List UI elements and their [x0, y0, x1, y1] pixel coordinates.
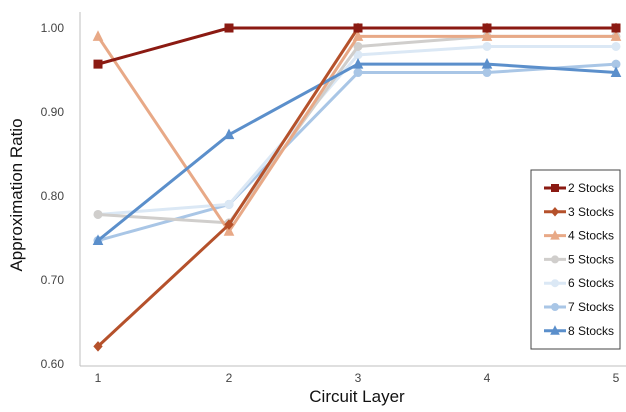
x-axis-ticks: 1 2 3 4 5 — [95, 371, 620, 385]
data-point — [551, 279, 559, 288]
legend-item: 4 Stocks — [544, 229, 614, 243]
data-point — [481, 58, 493, 69]
series-8-stocks — [92, 58, 622, 246]
series-2-stocks — [93, 23, 621, 69]
legend-label: 8 Stocks — [568, 324, 614, 338]
data-point — [352, 58, 364, 69]
legend-label: 3 Stocks — [568, 205, 614, 219]
data-point — [551, 184, 559, 192]
legend-label: 6 Stocks — [568, 276, 614, 290]
legend: 2 Stocks 3 Stocks 4 Stocks 5 Stocks 6 Stocks… — [530, 169, 621, 350]
data-point — [551, 303, 559, 311]
data-point — [93, 59, 103, 69]
legend-item: 8 Stocks — [544, 324, 614, 338]
legend-item: 3 Stocks — [544, 205, 614, 219]
data-point — [224, 219, 234, 230]
y-tick-label: 1.00 — [41, 21, 65, 35]
series-4-stocks — [92, 30, 622, 236]
data-point — [224, 23, 234, 33]
data-point — [551, 255, 559, 264]
legend-label: 7 Stocks — [568, 300, 614, 314]
y-tick-label: 0.90 — [41, 105, 65, 119]
data-point — [482, 23, 492, 33]
data-point — [611, 23, 621, 33]
data-point — [353, 23, 363, 33]
x-tick-label: 2 — [226, 371, 233, 385]
data-point — [352, 30, 364, 41]
y-axis-title: Approximation Ratio — [7, 118, 26, 271]
data-point — [353, 41, 363, 51]
x-tick-label: 3 — [355, 371, 362, 385]
x-axis-title: Circuit Layer — [309, 387, 405, 406]
data-point — [611, 41, 621, 51]
y-tick-label: 0.70 — [41, 273, 65, 287]
data-point — [93, 341, 103, 352]
legend-label: 2 Stocks — [568, 181, 614, 195]
data-point — [550, 207, 560, 217]
data-point — [550, 325, 560, 335]
data-point — [93, 209, 103, 219]
x-tick-label: 1 — [95, 371, 102, 385]
legend-label: 4 Stocks — [568, 229, 614, 243]
data-point — [481, 30, 493, 41]
data-point — [610, 30, 622, 41]
data-point — [223, 225, 235, 236]
data-point — [223, 128, 235, 140]
plot-frame — [79, 12, 626, 367]
data-point — [482, 68, 492, 78]
legend-item: 5 Stocks — [544, 252, 614, 266]
series-7-stocks — [93, 59, 621, 246]
data-point — [550, 229, 560, 240]
legend-label: 5 Stocks — [568, 252, 614, 266]
data-point — [610, 66, 622, 78]
x-tick-label: 4 — [484, 371, 491, 385]
legend-item: 7 Stocks — [544, 300, 614, 314]
y-tick-label: 0.60 — [41, 357, 65, 371]
data-point — [224, 199, 234, 209]
y-axis-ticks: 0.60 0.70 0.80 0.90 1.00 — [41, 21, 65, 371]
data-point — [92, 30, 104, 41]
series-layer — [92, 22, 622, 352]
data-point — [92, 234, 104, 246]
legend-item: 2 Stocks — [544, 181, 614, 195]
data-point — [353, 68, 363, 78]
data-point — [482, 41, 492, 51]
y-tick-label: 0.80 — [41, 189, 65, 203]
x-tick-label: 5 — [613, 371, 620, 385]
legend-item: 6 Stocks — [544, 276, 614, 290]
